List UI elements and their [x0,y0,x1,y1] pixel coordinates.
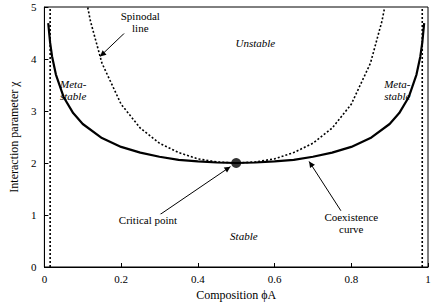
svg-text:stable: stable [60,90,86,102]
svg-text:Stable: Stable [230,230,258,242]
svg-text:Meta-: Meta- [59,78,87,90]
svg-text:0.6: 0.6 [268,273,282,285]
svg-text:Critical point: Critical point [119,214,177,226]
svg-text:5: 5 [31,1,37,13]
svg-text:Composition ϕA: Composition ϕA [196,288,276,302]
svg-text:0: 0 [42,273,48,285]
svg-text:2: 2 [31,157,37,169]
svg-text:3: 3 [31,105,37,117]
svg-text:0.2: 0.2 [114,273,128,285]
svg-text:stable: stable [384,90,410,102]
svg-text:Unstable: Unstable [236,37,276,49]
svg-text:Interaction parameter χ: Interaction parameter χ [7,81,21,193]
svg-text:line: line [132,22,149,34]
svg-text:Spinodal: Spinodal [121,10,160,22]
svg-text:0.8: 0.8 [344,273,358,285]
svg-text:4: 4 [31,53,37,65]
svg-text:Coexistence: Coexistence [324,211,378,223]
svg-text:1: 1 [31,209,37,221]
svg-text:Meta-: Meta- [383,78,411,90]
svg-text:0: 0 [31,261,37,273]
svg-text:0.4: 0.4 [191,273,205,285]
svg-text:curve: curve [339,223,364,235]
svg-text:1: 1 [425,273,431,285]
